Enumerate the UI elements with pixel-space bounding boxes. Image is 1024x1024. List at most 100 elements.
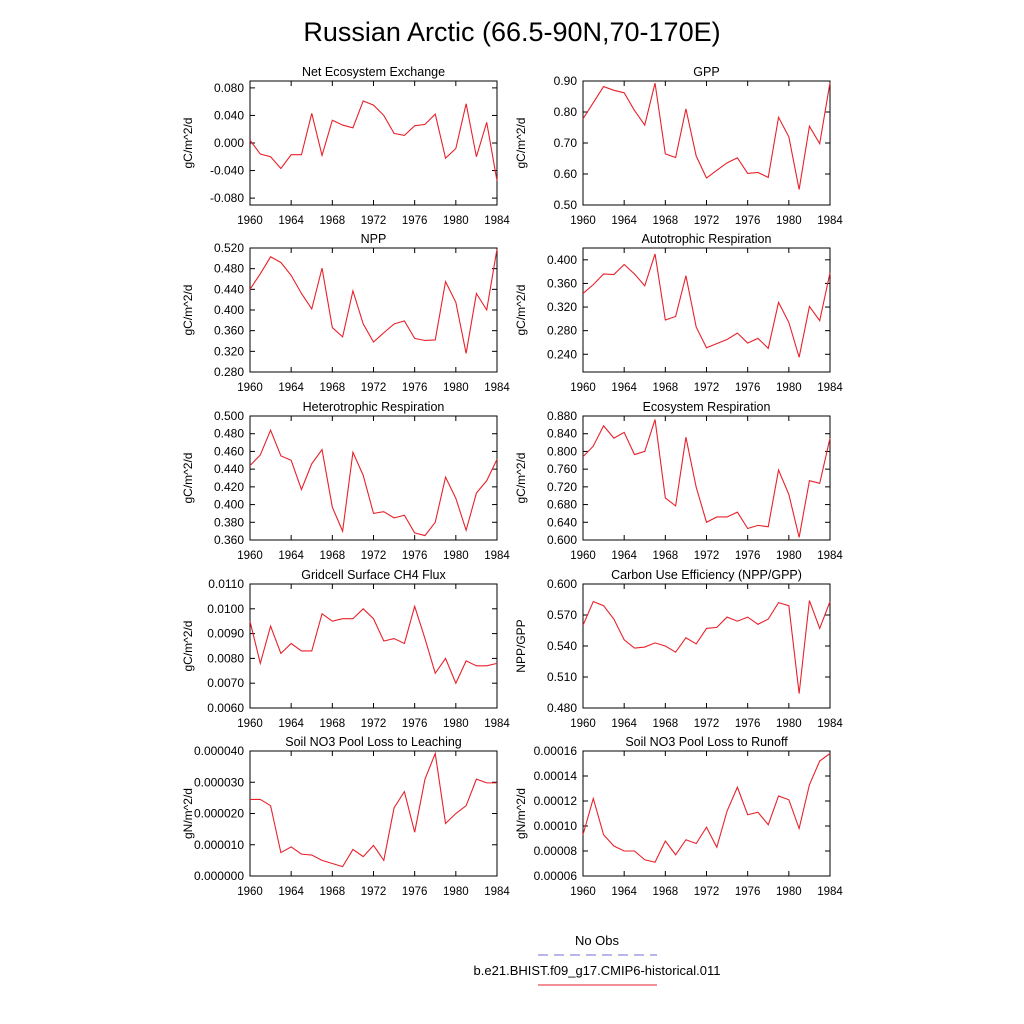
x-tick-label: 1964 [278, 550, 304, 562]
x-tick-label: 1960 [570, 215, 596, 227]
plot-frame [582, 750, 831, 877]
y-tick-label: 0.0110 [208, 577, 244, 591]
plot-frame [582, 247, 831, 373]
x-tick-label: 1976 [402, 550, 428, 562]
series-line [582, 419, 831, 538]
y-tick-label: 0.040 [214, 108, 244, 122]
y-tick-label: 0.320 [547, 300, 577, 314]
y-tick-label: 0.280 [547, 324, 577, 338]
series-line [249, 248, 498, 354]
legend-label: b.e21.BHIST.f09_g17.CMIP6-historical.011 [474, 963, 721, 978]
y-tick-label: 0.0070 [207, 676, 244, 690]
y-tick-label: 0.240 [547, 347, 577, 361]
y-tick-label: 0.840 [547, 427, 577, 441]
series-line [249, 604, 498, 685]
x-tick-label: 1968 [653, 886, 679, 898]
x-tick-label: 1968 [320, 215, 346, 227]
series-line [250, 751, 497, 868]
x-tick-label: 1976 [735, 718, 761, 730]
y-tick-label: 0.080 [214, 81, 244, 95]
y-axis-label: gN/m^2/d [181, 788, 195, 839]
x-tick-label: 1976 [735, 215, 761, 227]
y-tick-label: 0.000 [214, 136, 244, 150]
x-tick-label: 1972 [694, 886, 720, 898]
chart-panel: Soil NO3 Pool Loss to Runoff gN/m^2/d 0.00… [514, 735, 843, 898]
y-axis-label: gN/m^2/d [514, 788, 528, 839]
chart-panel: Carbon Use Efficiency (NPP/GPP) NPP/GPP 0.… [514, 568, 843, 730]
series-line [249, 428, 498, 537]
x-tick-label: 1972 [694, 550, 720, 562]
chart-title: Soil NO3 Pool Loss to Runoff [625, 735, 788, 749]
y-tick-label: 0.0090 [207, 627, 244, 641]
chart-panel: Ecosystem Respiration gC/m^2/d 0.600 0.640 0… [514, 400, 843, 562]
x-tick-label: 1964 [278, 382, 304, 394]
x-tick-label: 1964 [278, 215, 304, 227]
x-tick-label: 1984 [484, 550, 510, 562]
y-tick-label: -0.040 [210, 164, 244, 178]
y-axis-label: gC/m^2/d [181, 118, 195, 169]
chart-panel: Autotrophic Respiration gC/m^2/d 0.240 0.28… [514, 232, 843, 394]
y-tick-label: 0.440 [214, 282, 244, 296]
y-tick-label: 0.420 [214, 480, 244, 494]
y-tick-label: -0.080 [210, 191, 244, 205]
x-tick-label: 1976 [402, 382, 428, 394]
x-tick-label: 1984 [484, 215, 510, 227]
y-tick-label: 0.570 [547, 608, 577, 622]
y-tick-label: 0.760 [547, 462, 577, 476]
y-tick-label: 0.600 [547, 577, 577, 591]
chart-title: Gridcell Surface CH4 Flux [301, 568, 446, 582]
x-tick-label: 1964 [611, 215, 637, 227]
y-tick-label: 0.0060 [207, 701, 244, 715]
series-line [582, 753, 831, 863]
x-tick-label: 1968 [653, 550, 679, 562]
x-tick-label: 1976 [402, 718, 428, 730]
chart-panel: Gridcell Surface CH4 Flux gC/m^2/d 0.0060 0… [181, 568, 510, 730]
x-tick-label: 1984 [817, 382, 843, 394]
y-tick-label: 0.280 [214, 365, 244, 379]
y-tick-label: 0.480 [547, 701, 577, 715]
x-tick-label: 1960 [570, 382, 596, 394]
x-tick-label: 1980 [776, 215, 802, 227]
y-tick-label: 0.000000 [194, 869, 244, 883]
x-tick-label: 1972 [694, 215, 720, 227]
y-tick-label: 0.520 [214, 241, 244, 255]
x-tick-label: 1960 [237, 215, 263, 227]
x-tick-label: 1980 [443, 215, 469, 227]
x-tick-label: 1968 [320, 550, 346, 562]
x-tick-label: 1972 [361, 215, 387, 227]
x-tick-label: 1980 [443, 382, 469, 394]
y-tick-label: 0.480 [214, 427, 244, 441]
x-tick-label: 1968 [653, 215, 679, 227]
y-tick-label: 0.440 [214, 462, 244, 476]
series-line [582, 82, 831, 190]
y-tick-label: 0.800 [547, 444, 577, 458]
x-tick-label: 1984 [484, 718, 510, 730]
x-tick-label: 1984 [484, 382, 510, 394]
x-tick-label: 1972 [361, 550, 387, 562]
x-tick-label: 1980 [776, 886, 802, 898]
y-axis-label: NPP/GPP [514, 619, 528, 672]
legend: No Obs b.e21.BHIST.f09_g17.CMIP6-historic… [474, 933, 721, 986]
y-tick-label: 0.000020 [194, 807, 244, 821]
y-tick-label: 0.720 [547, 480, 577, 494]
x-tick-label: 1984 [817, 718, 843, 730]
y-axis-label: gC/m^2/d [181, 285, 195, 336]
x-tick-label: 1984 [817, 886, 843, 898]
y-tick-label: 0.480 [214, 262, 244, 276]
x-tick-label: 1980 [776, 718, 802, 730]
x-tick-label: 1960 [570, 718, 596, 730]
x-tick-label: 1976 [735, 382, 761, 394]
y-tick-label: 0.50 [554, 198, 578, 212]
plot-frame [582, 583, 831, 709]
plot-frame [249, 80, 498, 206]
y-axis-label: gC/m^2/d [514, 285, 528, 336]
y-tick-label: 0.510 [547, 670, 577, 684]
x-tick-label: 1960 [237, 718, 263, 730]
plot-frame [249, 415, 498, 541]
chart-panels: Net Ecosystem Exchange gC/m^2/d -0.080 -0.0… [181, 65, 843, 898]
x-tick-label: 1964 [278, 886, 304, 898]
y-tick-label: 0.00012 [534, 794, 578, 808]
plot-frame [249, 583, 498, 709]
x-tick-label: 1964 [611, 886, 637, 898]
y-tick-label: 0.0100 [207, 602, 244, 616]
